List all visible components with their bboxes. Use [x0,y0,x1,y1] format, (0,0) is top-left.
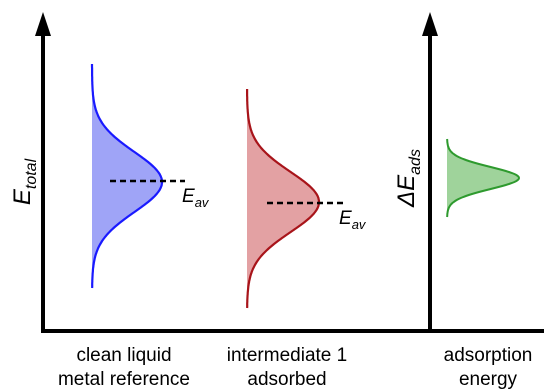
distribution-clean-curve [90,64,164,289]
axes [35,12,544,333]
right-axis-label-sub: ads [407,149,424,175]
distribution-intermediate-curve [246,89,321,309]
left-y-axis-arrow-icon [35,12,51,36]
distribution-clean: Eav [90,64,210,289]
distribution-intermediate-fill [247,89,319,308]
distribution-adsorption [446,138,521,218]
distribution-intermediate: Eav [246,89,367,309]
right-axis-label-main: ΔE [393,174,420,208]
left-axis-label-sub: total [23,158,40,189]
right-y-axis-arrow-icon [422,12,438,36]
average-label-clean-sub: av [195,195,210,210]
left-axis-label-main: E [9,188,36,205]
category-label-clean-line2: metal reference [58,369,190,390]
average-label-intermediate: Eav [339,208,367,232]
category-label-intermediate-line1: intermediate 1 [227,345,347,366]
category-labels: clean liquid metal reference intermediat… [58,345,532,390]
distribution-adsorption-fill [447,139,519,217]
average-label-clean: Eav [182,186,210,210]
average-label-intermediate-sub: av [352,217,367,232]
right-axis-label: ΔEads [393,149,424,208]
category-label-adsorption-line2: energy [459,369,518,390]
distribution-adsorption-curve [446,138,521,218]
left-axis-label: Etotal [9,158,40,205]
category-label-adsorption-line1: adsorption [444,345,533,366]
category-label-intermediate-line2: adsorbed [247,369,326,390]
distribution-clean-fill [92,64,162,288]
category-label-clean-line1: clean liquid [76,345,171,366]
average-label-intermediate-main: E [339,208,352,229]
average-label-clean-main: E [182,186,195,207]
